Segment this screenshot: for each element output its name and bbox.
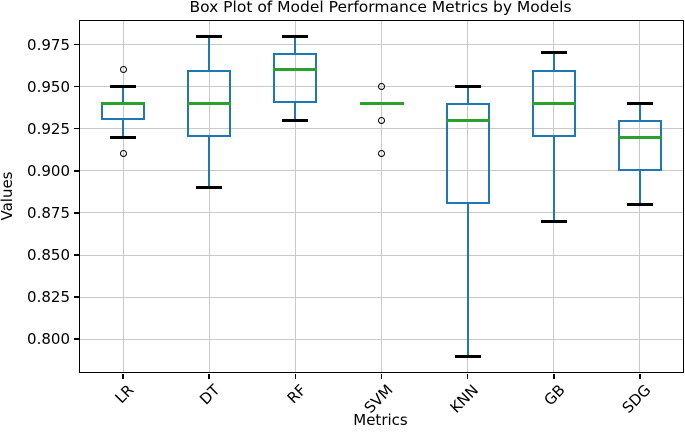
y-tick-label-text: 0.800 [27,330,70,349]
boxplot-box [273,52,318,104]
whisker-lower [122,120,125,138]
outlier-point [378,83,385,91]
whisker-upper [294,36,297,53]
whisker-lower [208,137,211,188]
median-line [531,101,576,105]
x-axis-label: Metrics [353,411,408,429]
median-line [273,68,318,72]
y-tick-label-text: 0.850 [27,246,70,264]
x-tick-label-text: GB [540,381,569,410]
whisker-cap-lower [110,135,137,139]
y-tick-label-text: 0.925 [27,119,70,138]
whisker-cap-upper [540,51,567,55]
y-tick-mark [73,85,79,88]
y-tick-label-text: 0.975 [27,35,70,54]
whisker-cap-upper [196,34,223,38]
y-tick-label-text: 0.825 [27,288,70,307]
x-tick-label-text: LR [111,381,138,408]
y-tick-mark [73,212,79,214]
gridline-vertical [467,21,469,372]
y-tick-mark [73,127,79,130]
median-line [617,135,662,139]
whisker-upper [638,103,641,121]
whisker-cap-upper [282,34,309,38]
y-tick-mark [73,296,79,298]
gridline-vertical [208,21,210,372]
whisker-lower [294,103,297,121]
y-tick-mark [73,43,79,46]
outlier-point [378,116,385,124]
x-tick-label-text: DT [196,381,224,409]
x-tick-mark [639,373,641,379]
whisker-upper [552,52,555,70]
boxplot-box [101,103,146,121]
outlier-point [378,150,385,158]
median-line [445,118,490,122]
whisker-cap-lower [196,186,223,190]
whisker-cap-lower [282,118,309,122]
whisker-cap-lower [454,354,481,358]
whisker-cap-upper [454,85,481,89]
whisker-lower [638,170,641,205]
whisker-cap-lower [626,202,653,206]
x-tick-mark [208,373,210,379]
median-line [187,101,232,105]
y-tick-label-text: 0.950 [27,77,70,96]
whisker-lower [552,137,555,222]
whisker-lower [466,204,469,356]
outlier-point [119,150,127,158]
outlier-point [119,66,127,74]
plot-area: 0.975 0.950 0.925 0.900 0.875 0.850 0.825 0.800… [27,20,684,417]
median-line [101,101,146,105]
y-tick-mark [73,170,79,172]
whisker-cap-upper [110,85,137,89]
x-tick-mark [294,373,297,379]
whisker-upper [208,36,211,70]
chart-title: Box Plot of Model Performance Metrics by… [189,0,572,16]
boxplot-box [445,103,490,205]
x-tick-label-text: RF [283,381,311,408]
boxplot-box [617,120,662,171]
whisker-upper [122,86,125,104]
x-tick-mark [380,373,383,379]
x-tick-mark [122,373,124,379]
x-tick-mark [553,373,555,379]
y-axis-label: Values [0,171,16,221]
gridline-vertical [122,21,124,372]
gridline-vertical [294,21,296,372]
x-tick-mark [466,373,469,379]
whisker-upper [466,86,469,104]
y-tick-label-text: 0.900 [27,161,70,180]
y-tick-mark [73,254,79,256]
whisker-cap-lower [540,219,567,223]
median-line [359,101,404,105]
y-tick-mark [73,338,79,340]
y-tick-label-text: 0.875 [27,203,70,222]
gridline-vertical [381,21,382,372]
whisker-cap-upper [626,101,653,105]
